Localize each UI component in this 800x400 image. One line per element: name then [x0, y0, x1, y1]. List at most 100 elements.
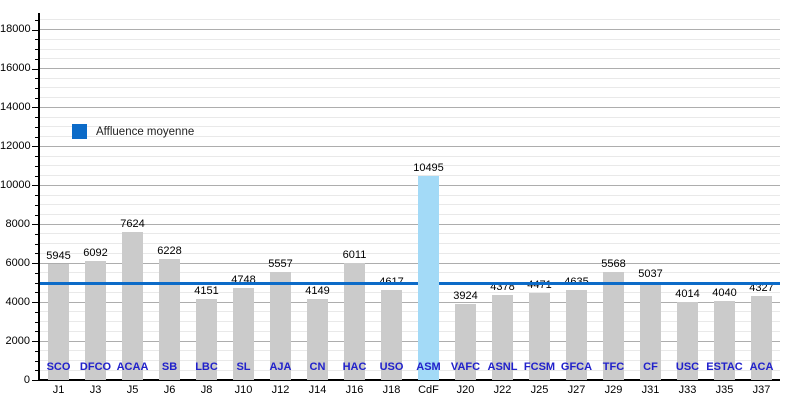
- y-tick-minor: [35, 117, 39, 119]
- grid-line-minor: [40, 360, 780, 362]
- grid-line-major: [40, 184, 780, 186]
- bar-value-label: 6011: [342, 248, 367, 261]
- y-tick-minor: [35, 39, 39, 41]
- x-tick-label: J29: [604, 384, 623, 396]
- bar-value-label: 6228: [157, 244, 182, 257]
- bar: [381, 290, 402, 380]
- bar: [270, 271, 291, 380]
- y-tick-minor: [35, 165, 39, 167]
- bar-team-label: SB: [161, 361, 178, 373]
- grid-line-major: [40, 68, 780, 69]
- y-tick-label: 2000: [5, 334, 30, 347]
- x-tick-label: J12: [271, 384, 290, 396]
- bar-team-label: AJA: [269, 361, 292, 373]
- grid-line-minor: [40, 58, 780, 60]
- plot-area: 5945 SCO 6092 DFCO 7624 ACAA 6228 SB 4151 LBC 4748…: [40, 14, 780, 380]
- bar-value-label: 4149: [305, 285, 330, 298]
- y-tick-label: 4000: [5, 295, 30, 308]
- x-tick-label: J35: [715, 384, 734, 396]
- y-tick-minor: [35, 126, 39, 128]
- x-tick-label: J6: [163, 384, 176, 396]
- bar: [122, 231, 143, 380]
- grid-line-major: [40, 145, 780, 147]
- bar-team-label: USC: [675, 361, 700, 373]
- bar-value-label: 5557: [268, 257, 293, 270]
- bar: [677, 301, 698, 380]
- y-tick-label: 14000: [0, 100, 31, 113]
- grid-line-minor: [40, 116, 780, 118]
- bar-team-label: CF: [643, 361, 658, 373]
- bar-team-label: FCSM: [523, 361, 556, 373]
- bar-team-label: LBC: [195, 361, 218, 373]
- x-tick-label: J10: [234, 384, 253, 396]
- x-axis-line: [38, 379, 780, 381]
- grid-line-minor: [40, 330, 780, 332]
- grid-line-minor: [40, 204, 780, 206]
- grid-line-minor: [40, 321, 780, 323]
- grid-line-minor: [40, 48, 780, 50]
- y-tick-minor: [35, 272, 39, 274]
- bar-team-label: ASM: [416, 361, 441, 373]
- bar-team-label: ASNL: [487, 361, 518, 373]
- y-tick-minor: [35, 253, 39, 255]
- y-tick-minor: [35, 204, 39, 206]
- y-tick-minor: [35, 331, 39, 333]
- bar-team-label: GFCA: [560, 361, 593, 373]
- grid-line-minor: [40, 77, 780, 79]
- grid-line-minor: [40, 165, 780, 167]
- bar: [307, 299, 328, 380]
- y-tick-label: 10000: [0, 178, 31, 191]
- y-tick-major: [32, 107, 39, 109]
- bar-team-label: ESTAC: [706, 361, 743, 373]
- y-tick-minor: [35, 243, 39, 245]
- y-tick-label: 8000: [5, 217, 30, 230]
- bar-value-label: 5945: [46, 250, 71, 263]
- bar: [48, 264, 69, 380]
- y-tick-minor: [35, 214, 39, 216]
- bar-value-label: 6092: [83, 247, 108, 260]
- bar: [640, 281, 661, 380]
- grid-line-minor: [40, 136, 780, 138]
- y-tick-label: 6000: [5, 256, 30, 269]
- grid-line-minor: [40, 155, 780, 157]
- bar-team-label: DFCO: [79, 361, 112, 373]
- grid-line-minor: [40, 214, 780, 216]
- bar: [455, 303, 476, 380]
- bar: [603, 271, 624, 380]
- x-tick-label: J31: [641, 384, 660, 396]
- y-tick-minor: [35, 370, 39, 372]
- y-tick-minor: [35, 97, 39, 99]
- x-tick-label: J20: [456, 384, 475, 396]
- x-tick-label: J14: [308, 384, 327, 396]
- y-tick-minor: [35, 58, 39, 60]
- legend-label: Affluence moyenne: [96, 125, 195, 138]
- x-tick-label: CdF: [418, 384, 439, 396]
- grid-line-minor: [40, 291, 780, 293]
- y-tick-minor: [35, 136, 39, 138]
- grid-line-major: [40, 29, 780, 31]
- x-tick-label: J25: [530, 384, 549, 396]
- x-tick-label: J27: [567, 384, 586, 396]
- y-tick-major: [32, 185, 39, 187]
- bar-team-label: ACAA: [116, 361, 149, 373]
- bar-highlighted: [418, 175, 439, 380]
- bar-team-label: USO: [379, 361, 404, 373]
- y-tick-minor: [35, 282, 39, 284]
- x-tick-label: J8: [200, 384, 213, 396]
- grid-line-minor: [40, 243, 780, 245]
- y-tick-minor: [35, 321, 39, 323]
- y-tick-label: 12000: [0, 139, 31, 152]
- y-tick-minor: [35, 233, 39, 235]
- bar-value-label: 5568: [601, 257, 626, 270]
- bar: [159, 258, 180, 380]
- y-tick-major: [32, 302, 39, 304]
- y-tick-major: [32, 341, 39, 343]
- y-tick-major: [32, 224, 39, 226]
- y-tick-minor: [35, 49, 39, 51]
- average-line: [40, 282, 780, 285]
- bar: [529, 292, 550, 380]
- grid-line-major: [40, 223, 780, 225]
- y-tick-label: 0: [23, 373, 30, 386]
- y-tick-minor: [35, 87, 39, 89]
- y-tick-minor: [35, 311, 39, 313]
